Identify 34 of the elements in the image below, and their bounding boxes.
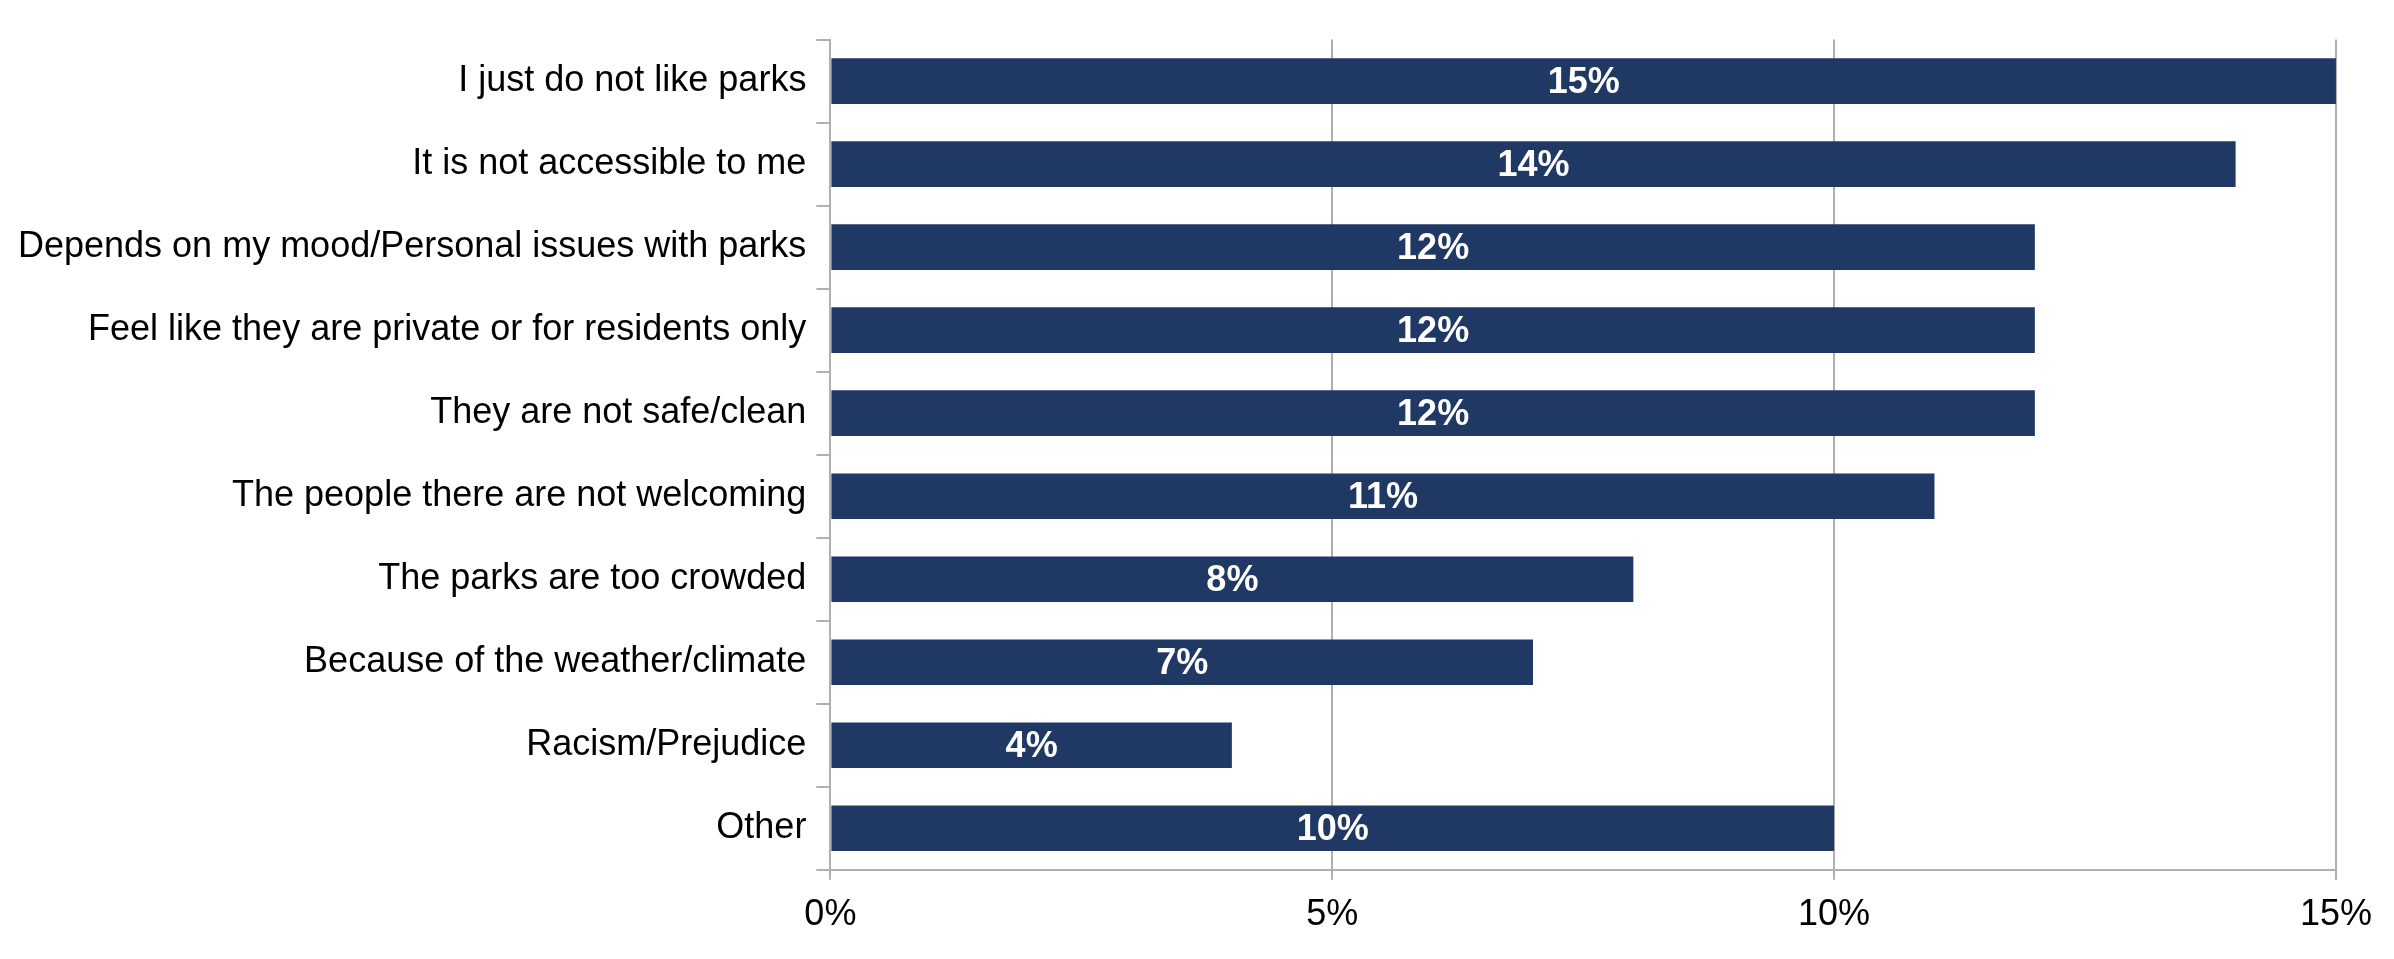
data-label: 8% — [1206, 558, 1259, 600]
bar — [831, 805, 1835, 852]
y-tick-label: Depends on my mood/Personal issues with parks — [17, 224, 807, 266]
data-label: 12% — [1397, 309, 1470, 351]
data-label: 7% — [1156, 641, 1209, 683]
bar — [831, 556, 1634, 603]
y-tick-label: Feel like they are private or for residents only — [88, 307, 807, 349]
x-tick-label: 5% — [1306, 892, 1359, 934]
y-tick-label: The people there are not welcoming — [232, 473, 807, 515]
data-label: 4% — [1005, 724, 1058, 766]
bar — [831, 639, 1533, 686]
y-tick-label: I just do not like parks — [458, 58, 807, 100]
bar — [831, 473, 1935, 520]
data-label: 11% — [1347, 475, 1418, 517]
data-label: 12% — [1397, 226, 1470, 268]
data-label: 14% — [1497, 143, 1570, 185]
bar — [831, 58, 2336, 104]
x-tick-label: 0% — [804, 892, 857, 934]
bar — [831, 307, 2035, 353]
x-tick-label: 10% — [1798, 892, 1871, 934]
x-tick-label: 15% — [2299, 892, 2372, 934]
y-tick-label: It is not accessible to me — [412, 141, 807, 183]
data-label: 12% — [1397, 392, 1470, 434]
bar — [831, 141, 2236, 187]
y-tick-label: Racism/Prejudice — [526, 722, 807, 764]
y-tick-label: Because of the weather/climate — [304, 639, 807, 681]
bar — [831, 390, 2035, 437]
bar — [831, 722, 1232, 769]
data-label: 15% — [1547, 60, 1620, 102]
y-tick-label: They are not safe/clean — [430, 390, 807, 432]
bar — [831, 224, 2035, 270]
y-tick-label: The parks are too crowded — [378, 556, 807, 598]
data-label: 10% — [1296, 807, 1369, 849]
y-tick-label: Other — [716, 805, 807, 847]
